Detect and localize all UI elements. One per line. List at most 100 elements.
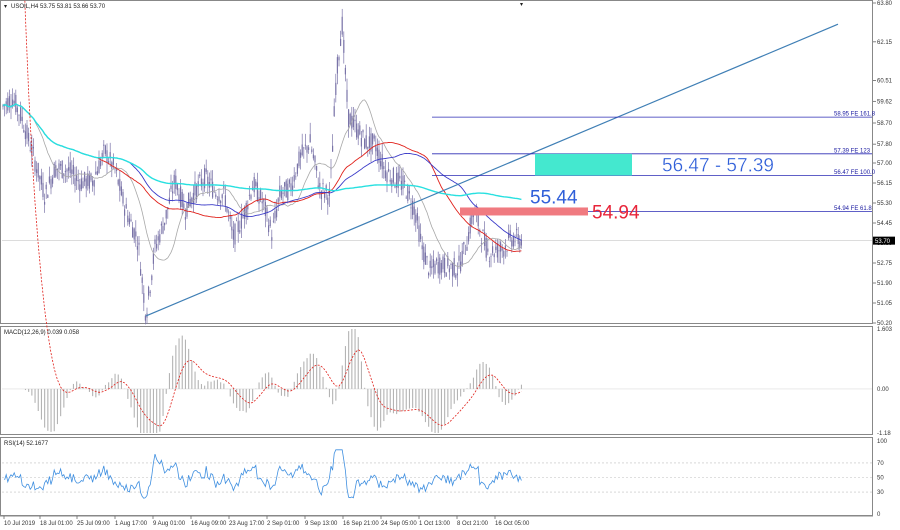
- scroll-marker-icon[interactable]: ▾: [520, 2, 523, 8]
- candle-body: [511, 240, 513, 247]
- candle-body: [181, 191, 183, 207]
- macd-bar: [140, 388, 142, 433]
- macd-bar: [383, 388, 385, 422]
- candle-body: [18, 115, 20, 116]
- candle-body: [269, 219, 271, 226]
- macd-bar: [50, 388, 52, 432]
- candle-body: [285, 180, 287, 198]
- fib-level-label: 56.47 FE 100.0: [834, 170, 876, 176]
- candle-body: [215, 194, 217, 197]
- candle-body: [508, 233, 510, 239]
- candle-body: [16, 107, 18, 113]
- candle-body: [173, 174, 175, 185]
- candle-body: [72, 164, 74, 175]
- candle-body: [66, 169, 68, 172]
- fib-level-label: 57.39 FE 123: [834, 148, 871, 154]
- macd-bar: [386, 388, 388, 415]
- candle-body: [245, 202, 247, 218]
- macd-bar: [456, 388, 458, 401]
- candle-body: [389, 179, 391, 182]
- macd-bar: [130, 388, 132, 408]
- candle-body: [186, 203, 188, 217]
- macd-bar: [31, 388, 33, 396]
- macd-bar: [402, 388, 404, 412]
- candle-body: [453, 258, 455, 276]
- candle-body: [357, 129, 359, 139]
- macd-bar: [511, 388, 513, 400]
- candle-body: [429, 260, 431, 268]
- candle-body: [42, 182, 44, 198]
- candle-body: [405, 197, 407, 199]
- candle-body: [332, 145, 334, 152]
- candle-body: [266, 207, 268, 213]
- macd-bar: [376, 388, 378, 431]
- macd-bar: [149, 388, 151, 433]
- candle-body: [386, 172, 388, 183]
- candle-body: [56, 168, 58, 170]
- candle-body: [368, 136, 370, 148]
- candle-body: [200, 178, 202, 187]
- candle-body: [300, 152, 302, 158]
- candle-body: [28, 132, 30, 142]
- candle-body: [445, 272, 447, 277]
- macd-bar: [111, 378, 113, 389]
- macd-bar: [463, 388, 465, 392]
- macd-bar: [188, 348, 190, 389]
- candle-body: [44, 201, 46, 205]
- target-zone-label: 56.47 - 57.39: [662, 156, 774, 177]
- candle-body: [304, 144, 306, 146]
- candle-body: [413, 206, 415, 215]
- candle-body: [399, 175, 401, 179]
- candle-body: [154, 239, 156, 245]
- candle-body: [93, 180, 95, 187]
- candle-body: [32, 147, 34, 149]
- candle-body: [418, 225, 420, 242]
- macd-bar: [431, 388, 433, 432]
- candle-body: [175, 175, 177, 189]
- macd-bar: [351, 329, 353, 389]
- candle-body: [191, 197, 193, 203]
- ma-cyan-line: [2, 103, 522, 201]
- candle-body: [359, 125, 361, 135]
- candle-body: [322, 183, 324, 185]
- candle-body: [402, 175, 404, 189]
- macd-bar: [245, 388, 247, 413]
- candle-body: [426, 256, 428, 258]
- candle-body: [336, 57, 338, 74]
- macd-bar: [69, 388, 71, 391]
- macd-bar: [453, 388, 455, 404]
- rsi-tick-label: 100: [877, 439, 888, 445]
- candle-body: [216, 199, 218, 201]
- macd-bar: [53, 388, 55, 432]
- candle-body: [442, 256, 444, 270]
- candle-body: [13, 100, 15, 104]
- macd-bar: [373, 388, 375, 427]
- candle-body: [39, 176, 41, 180]
- time-tick-label: 24 Sep 05:00: [381, 521, 417, 527]
- candle-body: [356, 123, 358, 138]
- macd-bar: [319, 366, 321, 389]
- candle-body: [463, 241, 465, 245]
- time-tick-label: 18 Jul 01:00: [40, 521, 73, 527]
- rsi-tick-label: 50: [877, 476, 884, 482]
- candle-body: [396, 173, 398, 188]
- candle-body: [325, 185, 327, 191]
- time-tick-label: 23 Aug 17:00: [229, 521, 265, 527]
- macd-bar: [82, 386, 84, 389]
- candle-body: [407, 185, 409, 201]
- candle-body: [317, 185, 319, 189]
- candle-body: [52, 177, 54, 184]
- macd-bar: [312, 353, 314, 389]
- macd-bar: [296, 373, 298, 389]
- collapse-arrow-icon[interactable]: ▾: [4, 4, 7, 10]
- macd-bar: [498, 388, 500, 398]
- candle-body: [29, 150, 31, 151]
- candle-body: [484, 232, 486, 246]
- candle-body: [328, 188, 330, 196]
- candle-body: [58, 163, 60, 170]
- candle-body: [157, 236, 159, 241]
- resistance-box: [460, 207, 588, 216]
- candle-body: [45, 184, 47, 190]
- candle-body: [330, 168, 332, 170]
